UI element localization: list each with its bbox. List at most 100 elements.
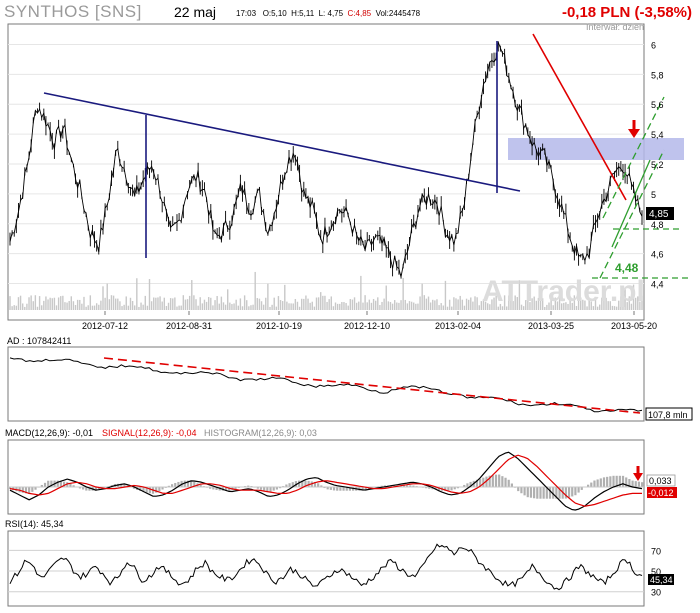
histogram-bar [409, 485, 412, 488]
histogram-bar [361, 487, 364, 491]
volume-bar [182, 295, 185, 310]
volume-bar [165, 305, 168, 310]
volume-bar [284, 284, 286, 310]
volume-bar [142, 304, 144, 310]
low-value: L: 4,75 [318, 9, 344, 18]
volume-bar [328, 299, 330, 310]
volume-bar [552, 305, 554, 310]
price-tick-label: 5 [651, 190, 656, 200]
price-tick-label: 5,2 [651, 160, 664, 170]
rsi-tick-label: 30 [651, 588, 661, 598]
volume-bar [199, 297, 201, 310]
volume-bar [461, 299, 464, 310]
histogram-bar [482, 477, 485, 488]
volume-bar [11, 306, 13, 310]
histogram-bar [596, 479, 599, 488]
histogram-bar [31, 487, 34, 492]
histogram-bar [456, 487, 459, 489]
histogram-bar [174, 483, 177, 488]
histogram-bar [310, 481, 313, 488]
volume-bar [277, 296, 280, 310]
volume-bar [307, 298, 309, 310]
volume-bar [637, 296, 639, 310]
volume-bar [508, 295, 510, 310]
volume-bar [334, 302, 337, 310]
volume-bar [446, 306, 449, 310]
histogram-bar [123, 483, 126, 488]
histogram-bar [533, 487, 536, 499]
volume-bar [580, 297, 582, 310]
volume-bar [83, 296, 85, 310]
volume-bar [144, 295, 146, 310]
volume-bar [550, 297, 552, 310]
volume-bar [148, 279, 151, 310]
histogram-bar [298, 480, 301, 488]
volume-bar [522, 306, 525, 310]
histogram-bar [263, 487, 266, 491]
volume-bar [62, 295, 64, 310]
volume-bar [353, 297, 356, 310]
volume-bar [127, 305, 130, 310]
histogram-bar [634, 481, 637, 488]
high-value: H:5,11 [291, 9, 315, 18]
volume-bar [186, 299, 189, 310]
svg-text:45,34: 45,34 [650, 575, 673, 585]
volume-bar [482, 299, 485, 310]
volume-bar [178, 305, 180, 310]
histogram-bar [510, 483, 513, 488]
x-tick-label: 2012-12-10 [344, 321, 390, 331]
histogram-bar [390, 485, 393, 488]
histogram-bar [628, 479, 631, 488]
rsi-value-badge: 45,34 [648, 574, 674, 585]
histogram-bar [615, 475, 618, 488]
volume-bar [345, 303, 347, 310]
volume-bar [72, 301, 75, 310]
volume-bar [531, 298, 533, 310]
volume-bar [163, 297, 166, 310]
volume-bar [24, 306, 26, 310]
volume-bar [231, 304, 233, 310]
volume-bar [609, 301, 611, 310]
volume-bar [393, 300, 396, 310]
histogram-bar [548, 487, 552, 499]
histogram-bar [69, 483, 72, 488]
volume-bar [398, 302, 400, 310]
histogram-bar [567, 487, 571, 498]
histogram-bar [631, 480, 634, 488]
volume-bar [459, 295, 461, 310]
volume-bar [317, 297, 320, 310]
volume-bar [455, 298, 457, 310]
histogram-bar [621, 475, 625, 488]
volume-bar [28, 297, 30, 310]
volume-bar [81, 303, 83, 310]
volume-bar [87, 305, 89, 310]
price-change: -0,18 PLN (-3,58%) [561, 4, 692, 21]
volume-bar [167, 302, 170, 310]
volume-bar [51, 298, 53, 310]
histogram-bar [332, 487, 336, 491]
volume-bar [506, 306, 508, 310]
volume-bar [379, 305, 381, 310]
volume-bar [258, 298, 261, 310]
volume-bar [463, 305, 466, 310]
volume-bar [292, 303, 294, 310]
volume-bar [641, 295, 643, 310]
histogram-bar [97, 487, 101, 490]
volume-bar [605, 297, 607, 310]
histogram-bar [444, 487, 447, 491]
volume-bar [381, 301, 383, 310]
volume-bar [38, 296, 41, 310]
histogram-bar [43, 482, 47, 488]
histogram-bar [520, 487, 523, 494]
histogram-bar [224, 487, 228, 491]
macd-line [9, 451, 643, 511]
histogram-bar [62, 481, 66, 488]
ad-value-badge: 107,8 mln [645, 407, 693, 421]
volume-bar [613, 306, 616, 310]
volume-bar [596, 306, 599, 310]
histogram-bar [132, 487, 136, 489]
volume-bar [298, 306, 301, 310]
ticker-title: SYNTHOS [SNS] [4, 2, 142, 21]
histogram-bar [405, 485, 409, 488]
